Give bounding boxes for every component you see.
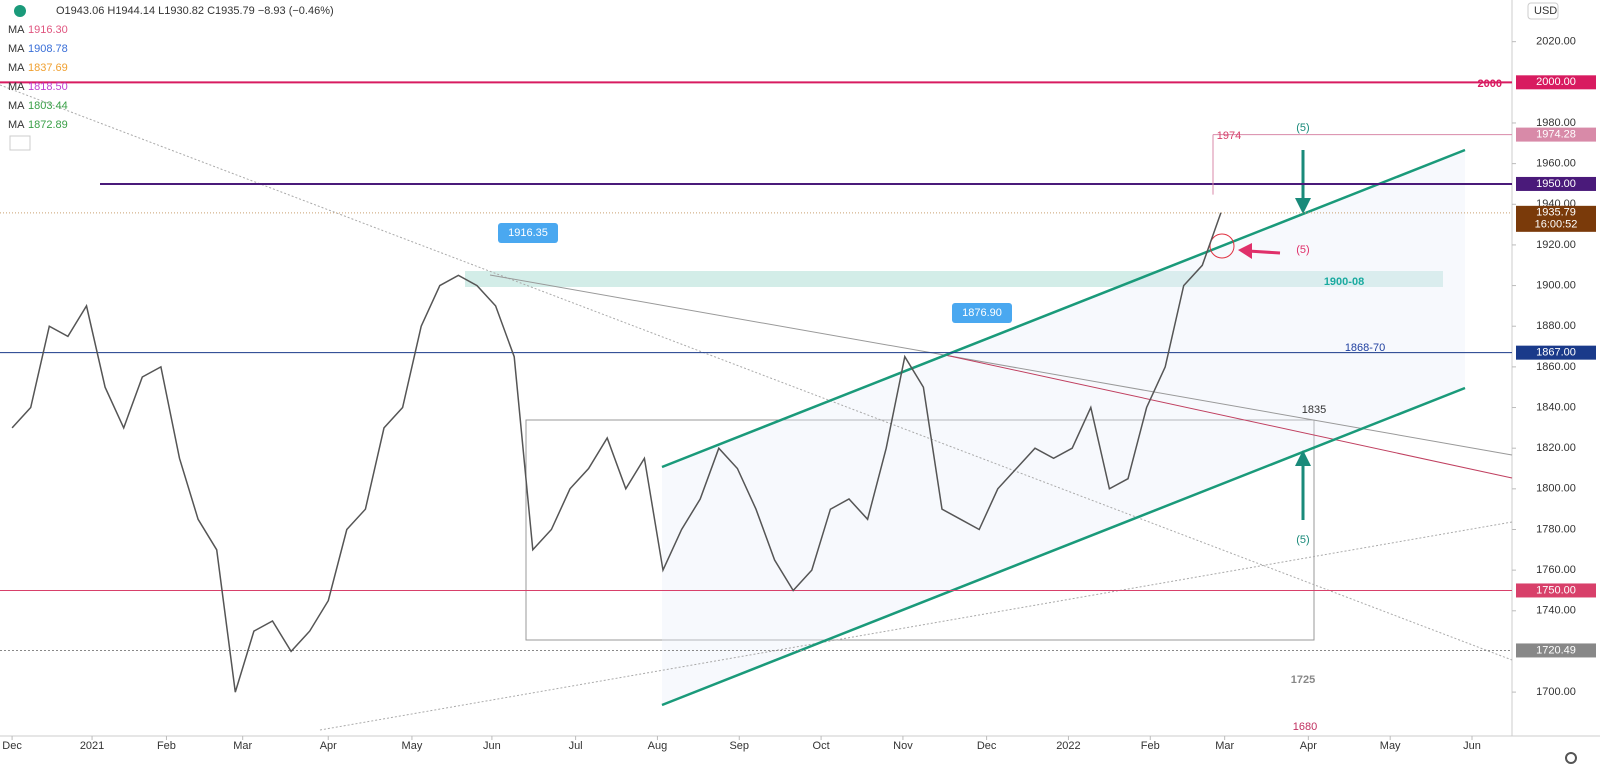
annotation: 1876.90: [962, 307, 1002, 319]
ma-value: 1916.30: [28, 24, 68, 36]
price-badge-label: 1867.00: [1536, 347, 1576, 359]
x-tick-label: Sep: [729, 740, 749, 752]
x-tick-label: 2022: [1056, 740, 1080, 752]
price-badge-label: 1950.00: [1536, 178, 1576, 190]
price-badge: [1516, 127, 1596, 142]
x-tick-label: 2021: [80, 740, 104, 752]
x-tick-label: Dec: [2, 740, 22, 752]
settings-icon[interactable]: [1565, 752, 1577, 764]
x-tick-label: Feb: [157, 740, 176, 752]
annotation: 1725: [1291, 674, 1315, 686]
price-line: [11, 212, 1222, 693]
ma-name: MA: [8, 100, 25, 112]
ma-value: 1908.78: [28, 43, 68, 55]
price-badge: [1516, 176, 1596, 191]
channel-upper: [661, 148, 1466, 469]
ma-value: 1872.89: [28, 119, 68, 131]
annotation: 1916.35: [508, 227, 548, 239]
ma-name: MA: [8, 62, 25, 74]
price-badge: [1516, 205, 1596, 232]
x-tick-label: Apr: [320, 740, 337, 752]
x-tick-label: Mar: [1215, 740, 1234, 752]
y-tick-label: 1960.00: [1536, 158, 1576, 170]
currency: USD: [1534, 5, 1557, 17]
x-tick-label: Jul: [569, 740, 583, 752]
x-tick-label: Feb: [1141, 740, 1160, 752]
price-badge-label: 1750.00: [1536, 584, 1576, 596]
x-tick-label: Mar: [233, 740, 252, 752]
y-tick-label: 2020.00: [1536, 36, 1576, 48]
annotation: (5): [1296, 122, 1309, 134]
trendline: [489, 274, 1513, 456]
channel-lower: [661, 386, 1466, 707]
x-tick-label: Dec: [977, 740, 997, 752]
x-tick-label: Aug: [648, 740, 668, 752]
trendline: [944, 354, 1513, 479]
y-tick-label: 1740.00: [1536, 605, 1576, 617]
price-badge-label: 2000.00: [1536, 76, 1576, 88]
range-box: [525, 419, 1315, 641]
annotation: 1835: [1302, 404, 1326, 416]
ma-value: 1803.44: [28, 100, 68, 112]
ma-name: MA: [8, 119, 25, 131]
ma-value: 1837.69: [28, 62, 68, 74]
ma-value: 1818.50: [28, 81, 68, 93]
y-tick-label: 1780.00: [1536, 523, 1576, 535]
annotation: 2000: [1478, 78, 1502, 90]
annotation: 1868-70: [1345, 342, 1385, 354]
arrow-head: [1295, 450, 1311, 466]
ma-name: MA: [8, 24, 25, 36]
highlight-circle: [1209, 233, 1235, 259]
arrow-head: [1238, 243, 1252, 259]
status-dot: [14, 5, 26, 17]
trendline: [319, 521, 1513, 731]
x-tick-label: Apr: [1300, 740, 1317, 752]
price-badge-label: 1935.79: [1536, 207, 1576, 219]
price-badge-label: 1720.49: [1536, 644, 1576, 656]
ma-name: MA: [8, 81, 25, 93]
currency-button[interactable]: [1527, 2, 1559, 20]
y-tick-label: 1840.00: [1536, 401, 1576, 413]
x-tick-label: May: [402, 740, 423, 752]
y-tick-label: 1900.00: [1536, 279, 1576, 291]
y-tick-label: 1880.00: [1536, 320, 1576, 332]
y-tick-label: 1920.00: [1536, 239, 1576, 251]
x-tick-label: Jun: [483, 740, 501, 752]
annotation: (5): [1296, 244, 1309, 256]
y-tick-label: 1980.00: [1536, 117, 1576, 129]
annotation: 1900-08: [1324, 276, 1364, 288]
x-tick-label: Oct: [813, 740, 830, 752]
ma-name: MA: [8, 43, 25, 55]
price-badge: [1516, 583, 1596, 598]
x-tick-label: Jun: [1463, 740, 1481, 752]
y-tick-label: 1860.00: [1536, 361, 1576, 373]
channel-fill: [662, 150, 1465, 705]
callout: [952, 303, 1012, 323]
countdown: 16:00:52: [1535, 219, 1578, 231]
price-badge: [1516, 345, 1596, 360]
zone: [465, 271, 1443, 287]
trendline: [0, 84, 1513, 661]
callout: [498, 223, 558, 243]
annotation: 1680: [1293, 721, 1317, 733]
price-badge: [1516, 75, 1596, 90]
price-badge-label: 1974.28: [1536, 129, 1576, 141]
y-tick-label: 1700.00: [1536, 686, 1576, 698]
annotation: 1974: [1217, 130, 1241, 142]
y-tick-label: 1760.00: [1536, 564, 1576, 576]
y-tick-label: 1820.00: [1536, 442, 1576, 454]
x-tick-label: Nov: [893, 740, 913, 752]
price-badge: [1516, 643, 1596, 658]
collapse-button[interactable]: [9, 135, 31, 151]
arrow: [1247, 249, 1281, 255]
annotation: (5): [1296, 534, 1309, 546]
y-tick-label: 1800.00: [1536, 483, 1576, 495]
x-tick-label: May: [1380, 740, 1401, 752]
ohlc: O1943.06 H1944.14 L1930.82 C1935.79 −8.9…: [56, 5, 334, 17]
arrow-head: [1295, 198, 1311, 214]
